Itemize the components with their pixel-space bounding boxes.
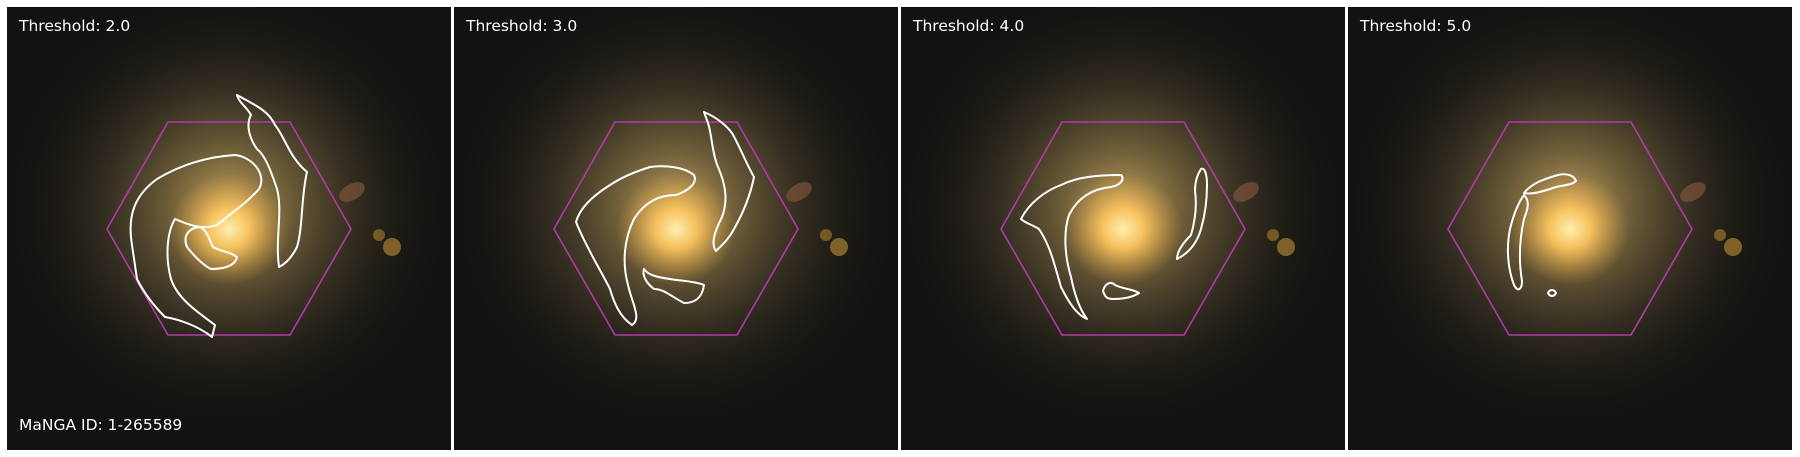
threshold-label: Threshold: 4.0 xyxy=(913,17,1025,35)
contour-lines xyxy=(575,111,755,326)
galaxy-image xyxy=(901,7,1345,450)
galaxy-image xyxy=(454,7,898,450)
galaxy-image xyxy=(1348,7,1792,450)
ifu-hexagon xyxy=(553,121,799,336)
panel-threshold-3: Threshold: 3.0 xyxy=(454,7,898,450)
ifu-hexagon xyxy=(1000,121,1246,336)
threshold-label: Threshold: 3.0 xyxy=(466,17,578,35)
threshold-label: Threshold: 5.0 xyxy=(1360,17,1472,35)
contour-lines xyxy=(129,94,308,338)
contour-lines xyxy=(1020,167,1208,320)
manga-id-label: MaNGA ID: 1-265589 xyxy=(19,415,183,434)
panel-threshold-5: Threshold: 5.0 xyxy=(1348,7,1792,450)
threshold-label: Threshold: 2.0 xyxy=(19,17,131,35)
panel-threshold-2: Threshold: 2.0 MaNGA ID: 1-265589 xyxy=(7,7,451,450)
galaxy-image xyxy=(7,7,451,450)
contour-lines xyxy=(1506,173,1577,297)
ifu-hexagon xyxy=(1447,121,1693,336)
ifu-hexagon xyxy=(106,121,352,336)
panel-threshold-4: Threshold: 4.0 xyxy=(901,7,1345,450)
